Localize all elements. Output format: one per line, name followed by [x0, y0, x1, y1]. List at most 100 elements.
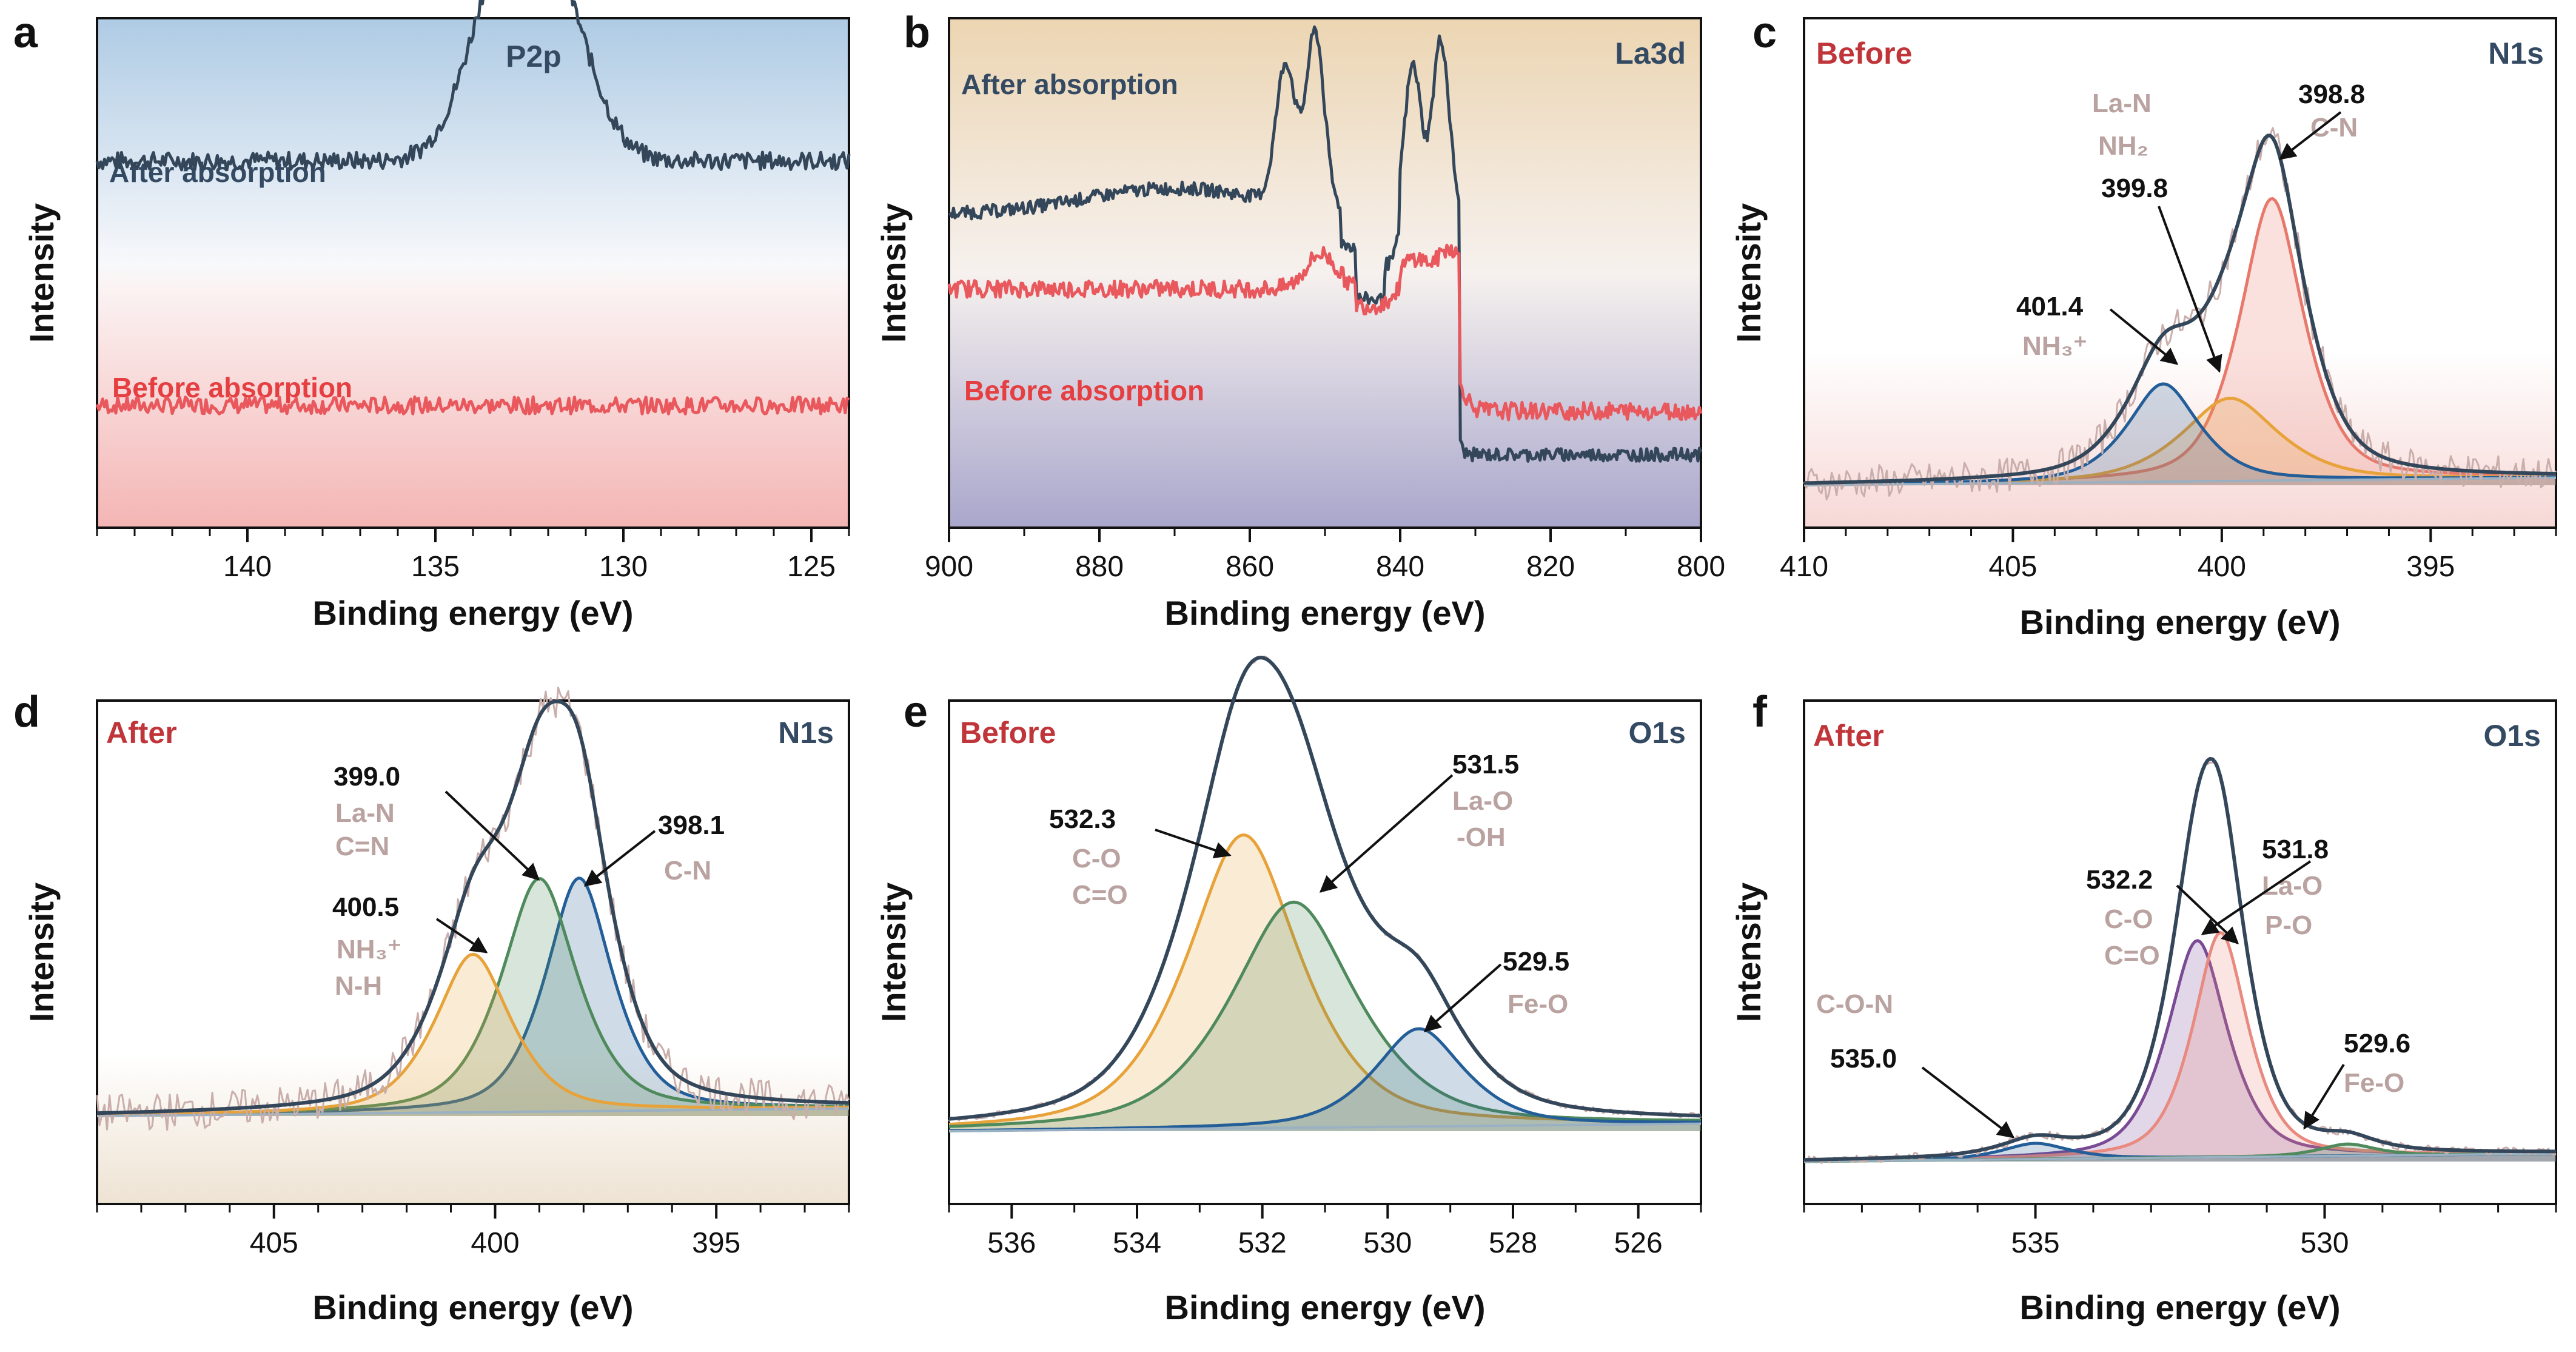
arrow-401-4: [2109, 308, 2179, 365]
component-fill-399.0: [97, 878, 849, 1116]
arrow-529-5: [1423, 963, 1502, 1032]
species-c-eq-o-e: C=O: [1072, 880, 1128, 910]
y-axis-label-f: Intensity: [1729, 883, 1768, 1022]
x-tick-label: 135: [411, 551, 460, 583]
plot-area-f: [1803, 699, 2557, 1205]
species-la-o-f: La-O: [2262, 871, 2323, 901]
species-oh-e: -OH: [1457, 822, 1506, 852]
x-axis-label-e: Binding energy (eV): [1165, 1288, 1486, 1327]
state-label-e: Before: [960, 716, 1056, 750]
arrow-532-3: [1155, 829, 1232, 859]
x-tick-label: 395: [2406, 551, 2455, 583]
series-after-absorption-a: [95, 0, 851, 172]
peak-label-400-5: 400.5: [332, 892, 399, 922]
x-tick-label: 900: [925, 551, 973, 583]
arrow-532-2: [2176, 884, 2239, 944]
x-ticks-f: 535 530: [1803, 1204, 2557, 1259]
species-c-o-e: C-O: [1072, 844, 1121, 873]
arrow-400-5: [435, 918, 488, 953]
y-axis-label-b: Intensity: [874, 203, 913, 343]
plot-area-d: [96, 699, 850, 1205]
species-la-n-d: La-N: [335, 798, 395, 828]
core-level-label-b: La3d: [1615, 36, 1686, 70]
species-c-o-f: C-O: [2104, 904, 2153, 934]
y-axis-label-d: Intensity: [22, 883, 61, 1022]
x-axis-label-f: Binding energy (eV): [2020, 1288, 2341, 1327]
x-ticks-a: 140 135 130 125: [96, 528, 850, 583]
species-c-eq-o-f: C=O: [2104, 941, 2160, 970]
plot-area-a: [96, 17, 850, 529]
panel-b: b 900 880 860 840 820 800 Intensity Binding e…: [874, 8, 1725, 632]
species-fe-o-e: Fe-O: [1508, 989, 1568, 1019]
x-tick-label: 410: [1780, 551, 1828, 583]
x-ticks-d: 405 400 395: [96, 1204, 850, 1259]
peak-label-529-6: 529.6: [2344, 1029, 2410, 1058]
arrow-531-5: [1319, 774, 1454, 893]
state-label-f: After: [1813, 719, 1884, 753]
arrow-529-6: [2303, 1063, 2345, 1130]
series-after-absorption-b: [948, 25, 1703, 463]
y-axis-label-e: Intensity: [874, 883, 913, 1022]
x-tick-label: 528: [1489, 1227, 1537, 1259]
component-fill-401.4: [1804, 384, 2556, 485]
fit-envelope-f: [1803, 756, 2556, 1162]
species-nh2-c: NH₂: [2098, 131, 2148, 161]
panel-e: e 536 534 532 530 528 526 Intensity Binding e…: [874, 655, 1702, 1327]
species-fe-o-f: Fe-O: [2344, 1068, 2404, 1098]
component-fill-399.8: [1804, 398, 2556, 485]
panel-c: c 410 405 400 395 Intensity Binding energy …: [1729, 8, 2557, 641]
x-tick-label: 860: [1226, 551, 1274, 583]
fit-envelope-d: [96, 699, 850, 1115]
species-c-o-n-f: C-O-N: [1816, 989, 1893, 1019]
x-tick-label: 130: [599, 551, 648, 583]
peak-label-398-1: 398.1: [658, 810, 725, 840]
background-line-e: [949, 1122, 1701, 1132]
peak-label-401-4: 401.4: [2016, 292, 2084, 321]
component-fill-400.5: [97, 954, 849, 1116]
x-tick-label: 534: [1113, 1227, 1161, 1259]
x-tick-label: 400: [471, 1227, 519, 1259]
species-p-o-f: P-O: [2265, 910, 2312, 940]
series-before-absorption-b: [947, 243, 1703, 422]
species-nh3-c: NH₃⁺: [2022, 331, 2087, 361]
x-tick-label: 140: [223, 551, 272, 583]
x-tick-label: 405: [250, 1227, 298, 1259]
panel-letter-a: a: [13, 8, 38, 57]
x-axis-label-b: Binding energy (eV): [1165, 594, 1486, 632]
peak-label-532-3: 532.3: [1049, 804, 1116, 834]
arrow-399-8: [2158, 206, 2222, 373]
peak-label-529-5: 529.5: [1503, 947, 1569, 977]
arrow-535-0: [1921, 1066, 2015, 1138]
species-la-n-c: La-N: [2092, 89, 2152, 118]
fit-envelope-e: [948, 656, 1702, 1121]
species-c-eq-n-d: C=N: [335, 832, 389, 861]
x-axis-label-c: Binding energy (eV): [2020, 603, 2341, 641]
species-n-h-d: N-H: [335, 971, 382, 1001]
x-tick-label: 820: [1526, 551, 1575, 583]
panel-letter-c: c: [1753, 8, 1777, 57]
arrow-531-8: [2201, 860, 2312, 935]
x-tick-label: 400: [2198, 551, 2246, 583]
background-line-f: [1804, 1152, 2556, 1163]
core-level-label-d: N1s: [778, 716, 834, 750]
peak-label-399-8: 399.8: [2101, 173, 2168, 203]
panel-letter-d: d: [13, 688, 40, 736]
panel-letter-f: f: [1753, 688, 1768, 736]
x-tick-label: 526: [1614, 1227, 1663, 1259]
plot-area-c: [1803, 17, 2557, 529]
x-tick-label: 880: [1075, 551, 1124, 583]
species-c-n-d: C-N: [664, 856, 711, 886]
series-label-before-a: Before absorption: [112, 372, 352, 403]
series-before-absorption-a: [95, 395, 850, 415]
peak-label-531-5: 531.5: [1452, 750, 1519, 779]
x-tick-label: 536: [987, 1227, 1036, 1259]
x-tick-label: 840: [1376, 551, 1424, 583]
raw-data-c: [1803, 127, 2557, 500]
panel-f: f 535 530 Intensity Binding energy (eV) A…: [1729, 688, 2557, 1327]
core-level-label-f: O1s: [2483, 719, 2541, 753]
species-la-o-e: La-O: [1452, 786, 1513, 816]
x-ticks-b: 900 880 860 840 820 800: [925, 528, 1725, 583]
component-531.5: [948, 900, 1701, 1128]
panel-letter-b: b: [904, 8, 930, 57]
